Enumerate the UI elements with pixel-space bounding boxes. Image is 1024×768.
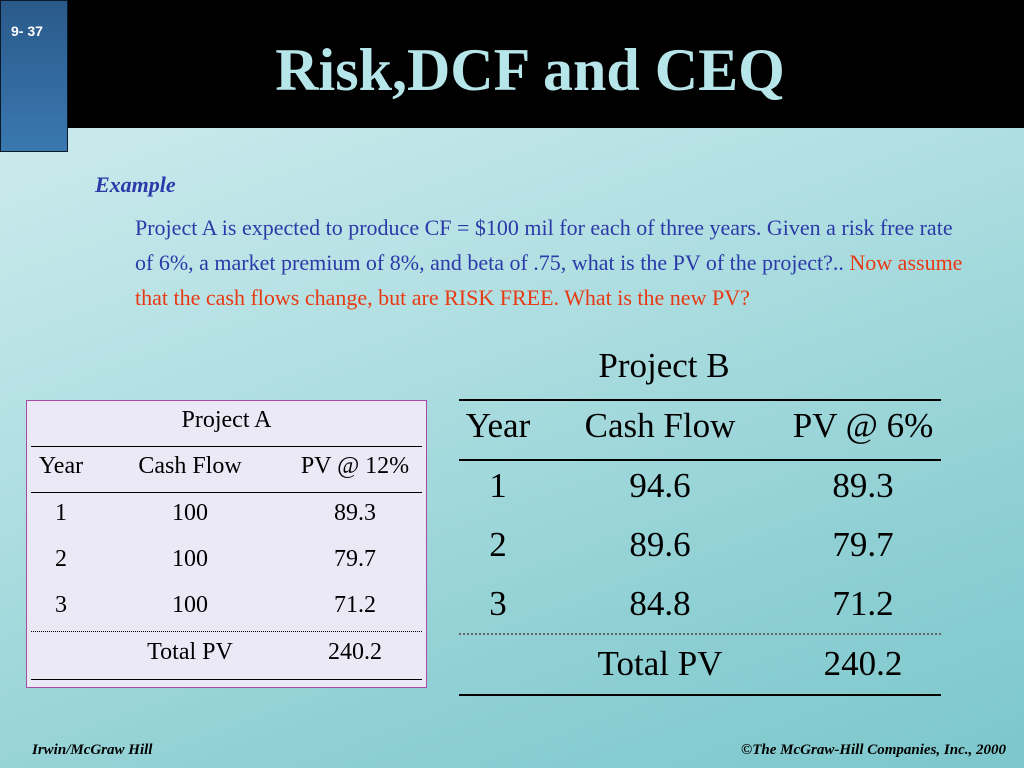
divider xyxy=(459,399,941,401)
project-b-cell: 2 xyxy=(489,525,507,564)
project-a-total-value: 240.2 xyxy=(328,639,382,665)
project-b-cell: 3 xyxy=(489,584,507,623)
project-a-header-pv: PV @ 12% xyxy=(300,453,410,479)
slide-number: 9- 37 xyxy=(11,23,43,39)
project-b-cell: 89.3 xyxy=(832,466,894,505)
title-bar xyxy=(0,0,1024,128)
project-b-title: Project B xyxy=(598,346,730,385)
project-a-title: Project A xyxy=(181,407,272,433)
project-b-cell: 94.6 xyxy=(629,466,691,505)
project-a-cell: 2 xyxy=(55,546,67,572)
project-a-cell: 3 xyxy=(55,592,67,618)
project-a-header-year: Year xyxy=(38,453,84,479)
footer-publisher: Irwin/McGraw Hill xyxy=(32,742,153,758)
project-a-cell: 89.3 xyxy=(334,500,376,526)
divider xyxy=(31,492,422,493)
problem-text: Project A is expected to produce CF = $1… xyxy=(135,210,975,315)
project-a-header-cashflow: Cash Flow xyxy=(138,453,242,479)
divider xyxy=(31,679,422,680)
project-b-header-year: Year xyxy=(465,406,531,445)
divider xyxy=(459,459,941,461)
project-a-cell: 100 xyxy=(172,592,208,618)
project-b-cell: 79.7 xyxy=(832,525,894,564)
project-a-cell: 100 xyxy=(172,500,208,526)
divider xyxy=(31,446,422,447)
project-a-cell: 100 xyxy=(172,546,208,572)
problem-text-question: Project A is expected to produce CF = $1… xyxy=(135,215,953,275)
project-b-header-cashflow: Cash Flow xyxy=(584,406,736,445)
project-b-total-label: Total PV xyxy=(597,644,723,683)
dotted-divider xyxy=(31,631,422,632)
project-a-cell: 79.7 xyxy=(334,546,376,572)
project-a-cell: 71.2 xyxy=(334,592,376,618)
divider xyxy=(459,694,941,696)
project-a-cell: 1 xyxy=(55,500,67,526)
project-b-cell: 84.8 xyxy=(629,584,691,623)
problem-text-followup: Now assume that the cash flows change, b… xyxy=(135,250,963,310)
project-a-total-label: Total PV xyxy=(147,639,233,665)
project-b-total-value: 240.2 xyxy=(823,644,903,683)
slide-title: Risk,DCF and CEQ xyxy=(275,37,785,103)
footer-copyright: ©The McGraw-Hill Companies, Inc., 2000 xyxy=(741,742,1006,758)
project-b-cell: 89.6 xyxy=(629,525,691,564)
project-b-cell: 71.2 xyxy=(832,584,894,623)
slide-number-tab: 9- 37 xyxy=(0,0,68,152)
example-label: Example xyxy=(95,172,176,197)
dotted-divider xyxy=(459,633,941,635)
project-b-cell: 1 xyxy=(489,466,507,505)
project-b-header-pv: PV @ 6% xyxy=(792,406,934,445)
project-a-table: Project A Year Cash Flow PV @ 12% 1 100 … xyxy=(26,400,427,688)
